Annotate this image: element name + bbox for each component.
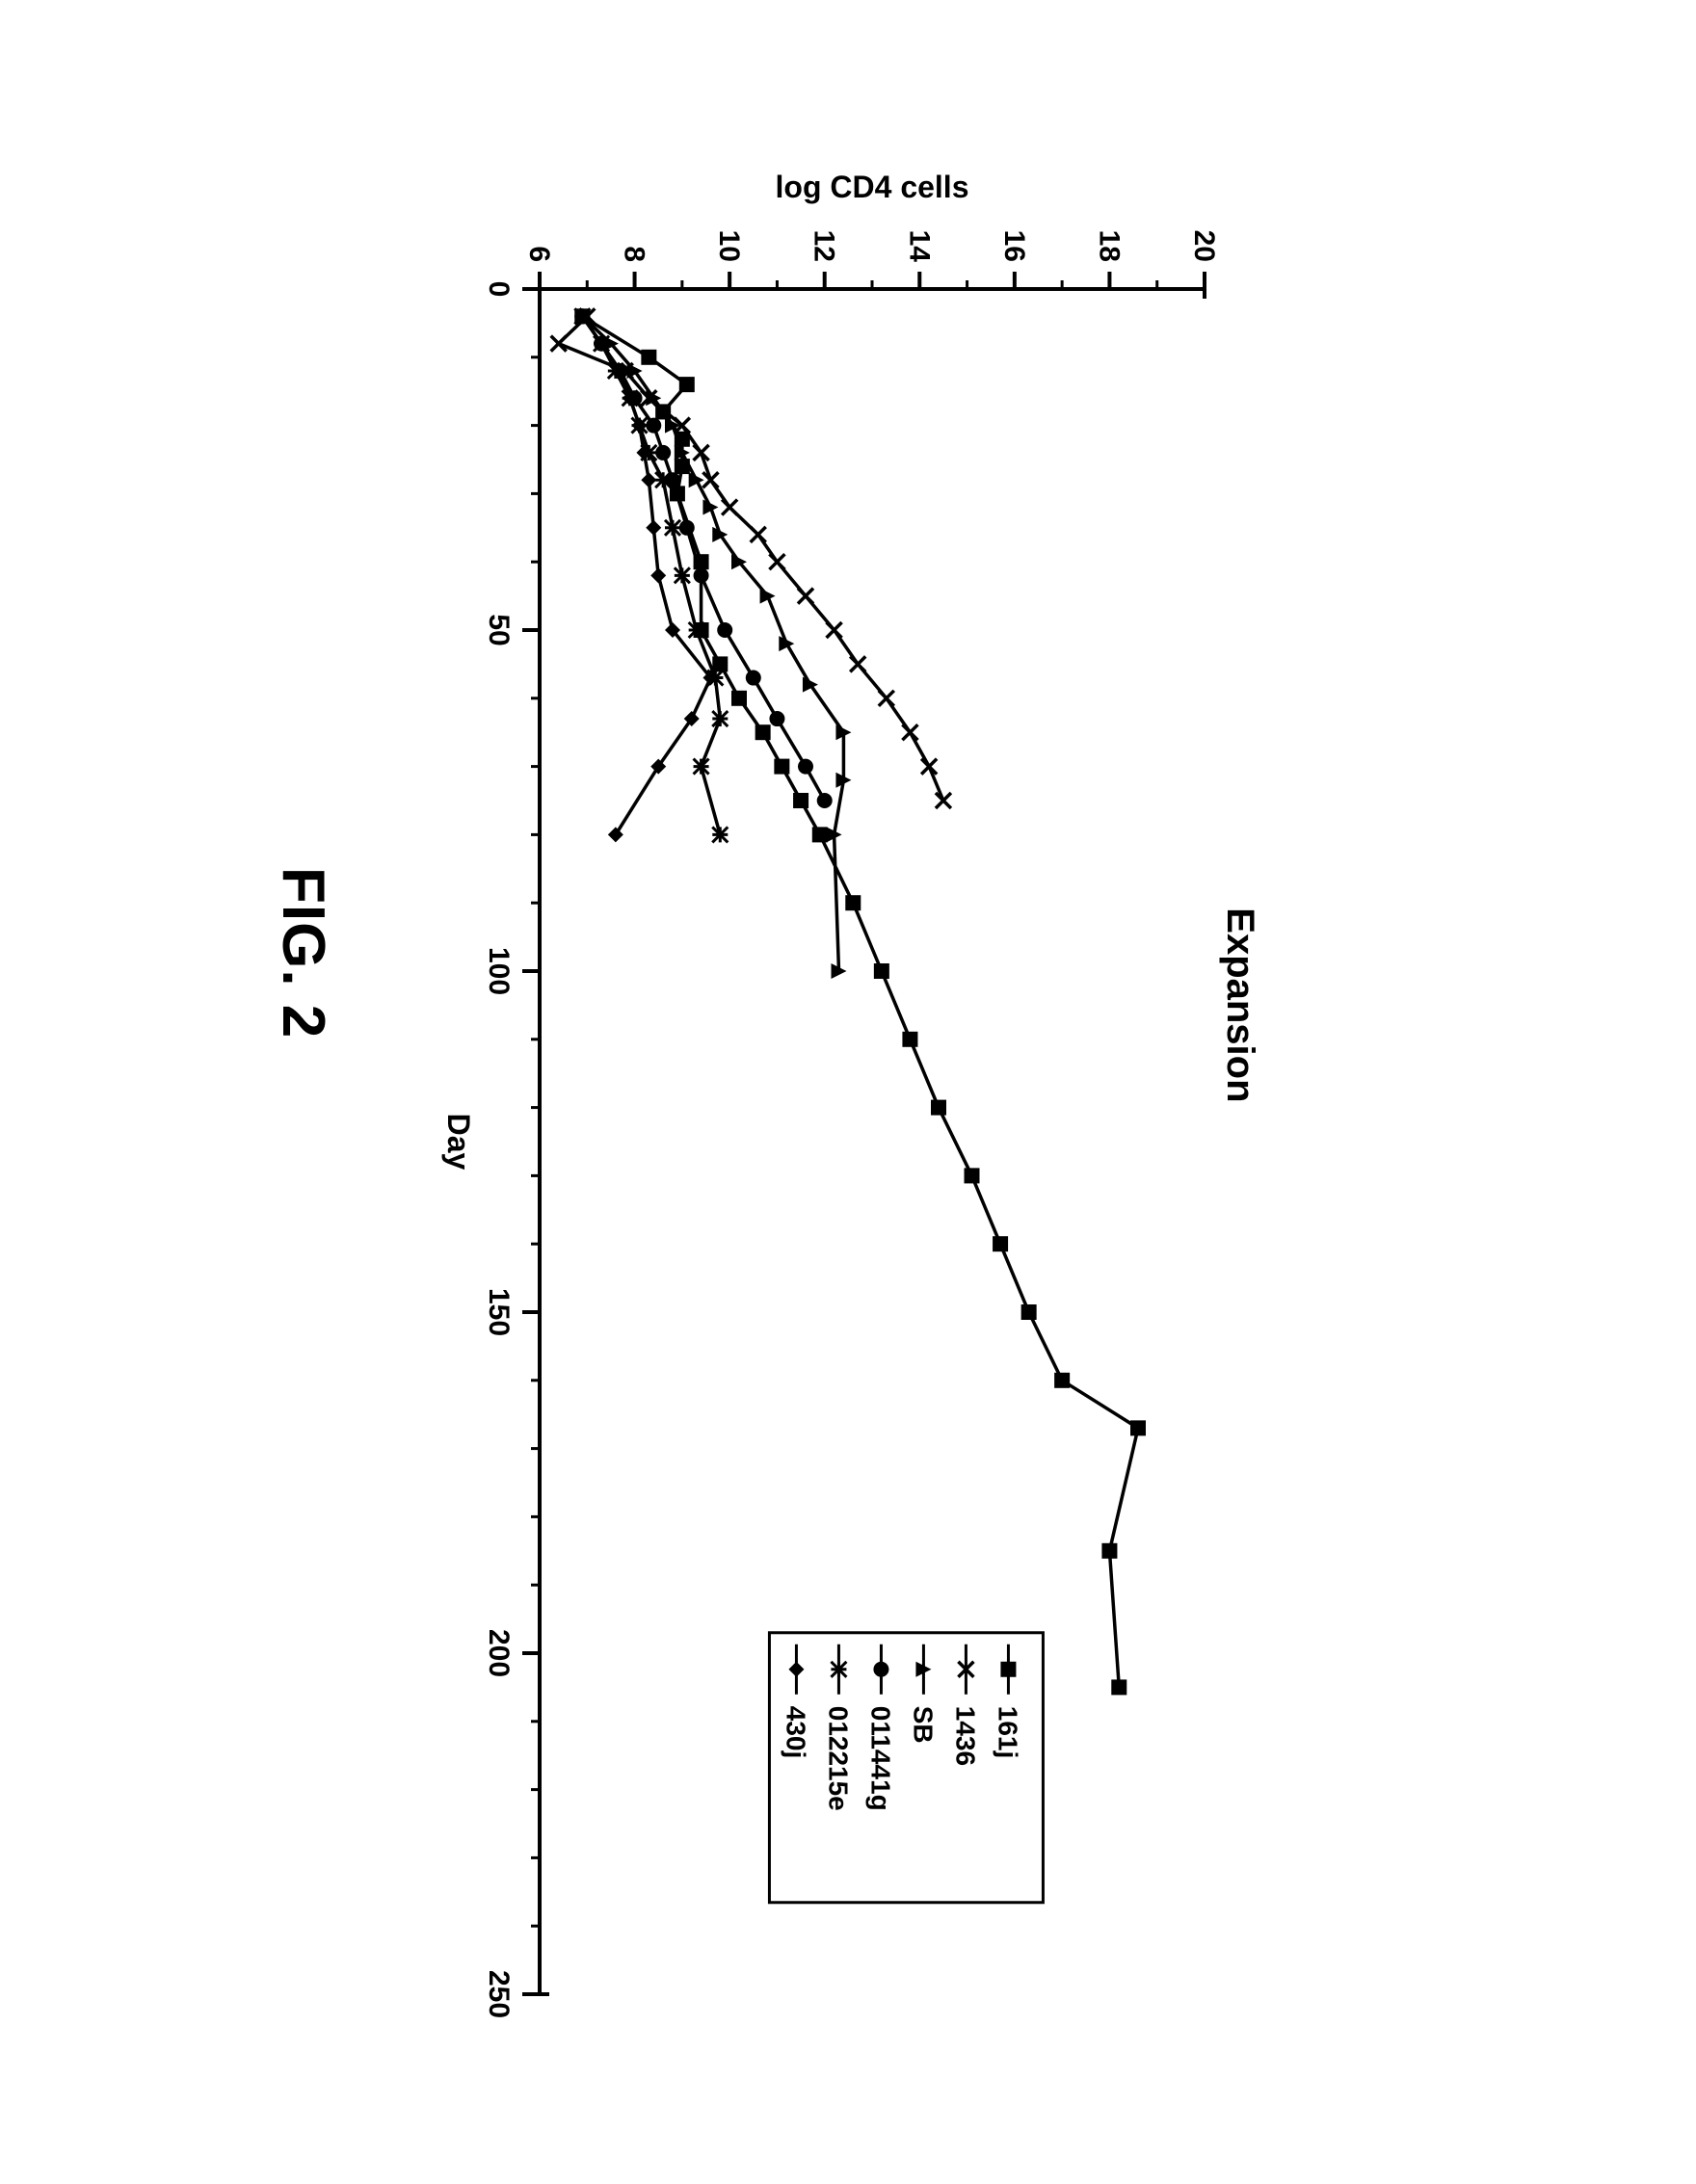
svg-text:10: 10	[713, 230, 745, 262]
legend-label: 161j	[993, 1706, 1022, 1759]
svg-text:150: 150	[483, 1288, 515, 1336]
svg-text:50: 50	[483, 614, 515, 645]
series-SB	[574, 308, 851, 979]
svg-text:100: 100	[483, 947, 515, 995]
svg-text:Expansion: Expansion	[1219, 908, 1261, 1102]
svg-text:20: 20	[1188, 230, 1220, 262]
svg-text:14: 14	[903, 230, 935, 263]
legend-label: 012215e	[823, 1706, 853, 1811]
svg-text:6: 6	[523, 246, 555, 262]
svg-text:200: 200	[483, 1629, 515, 1677]
expansion-chart: 68101214161820050100150200250log CD4 cel…	[414, 145, 1282, 2033]
legend-label: 1436	[950, 1706, 980, 1766]
svg-text:Day: Day	[441, 1114, 476, 1171]
figure-label: FIG. 2	[269, 867, 337, 1039]
legend-label: 011441g	[865, 1706, 895, 1811]
series-161j	[574, 308, 1146, 1695]
svg-text:log CD4 cells: log CD4 cells	[776, 170, 969, 204]
svg-text:18: 18	[1093, 230, 1125, 262]
legend-label: 430j	[781, 1706, 810, 1759]
chart-svg: 68101214161820050100150200250log CD4 cel…	[414, 145, 1282, 2033]
series-1436	[551, 308, 951, 808]
svg-text:12: 12	[808, 230, 840, 262]
page: 68101214161820050100150200250log CD4 cel…	[0, 0, 1696, 1696]
svg-text:16: 16	[998, 230, 1030, 262]
svg-text:250: 250	[483, 1970, 515, 2018]
svg-text:8: 8	[619, 246, 650, 262]
legend-label: SB	[908, 1706, 938, 1744]
svg-text:0: 0	[483, 281, 515, 298]
